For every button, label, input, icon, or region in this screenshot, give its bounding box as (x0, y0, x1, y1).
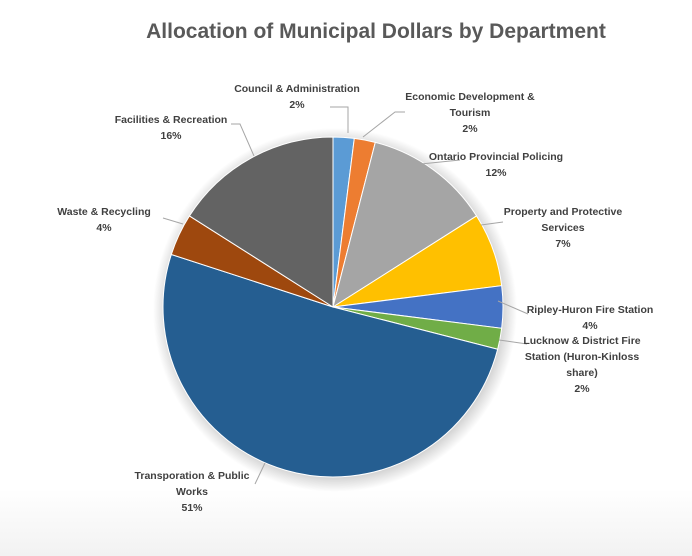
pie-slice (332, 141, 478, 309)
leader-line (420, 159, 461, 165)
slice-value-label: 2% (574, 383, 590, 395)
chart-title: Allocation of Municipal Dollars by Depar… (146, 20, 606, 43)
leader-line (498, 339, 528, 345)
slice-label: Transporation & Public Works (135, 470, 250, 498)
slice-label: Ripley-Huron Fire Station (527, 304, 654, 316)
slice-value-label: 4% (96, 222, 112, 234)
leader-line (497, 300, 529, 315)
slice-value-label: 16% (160, 130, 182, 142)
leader-line (254, 462, 266, 485)
slice-value-label: 2% (462, 123, 478, 135)
leader-line (231, 123, 255, 157)
slice-label: Facilities & Recreation (115, 114, 228, 126)
leader-line (362, 111, 405, 138)
leader-line (162, 217, 184, 225)
leader-lines (162, 106, 529, 485)
slice-label: Council & Administration (234, 83, 360, 95)
slice-label: Property and Protective Services (504, 206, 623, 234)
slice-label: Ontario Provincial Policing (429, 151, 563, 163)
slice-label: Lucknow & District Fire Station (Huron-Ki… (523, 335, 640, 379)
slice-labels: Council & Administration 2% Economic Devel… (57, 83, 653, 514)
pie-slice (188, 136, 334, 308)
pie-slices (162, 136, 504, 478)
slice-label: Waste & Recycling (57, 206, 151, 218)
leader-line (480, 221, 504, 226)
slice-value-label: 51% (181, 502, 203, 514)
slice-value-label: 7% (555, 238, 571, 250)
slice-label: Economic Development & Tourism (405, 91, 535, 119)
slice-value-label: 4% (582, 320, 598, 332)
leader-line (330, 106, 349, 133)
slice-value-label: 2% (289, 99, 305, 111)
slice-value-label: 12% (485, 167, 507, 179)
pie-slice (162, 253, 499, 478)
